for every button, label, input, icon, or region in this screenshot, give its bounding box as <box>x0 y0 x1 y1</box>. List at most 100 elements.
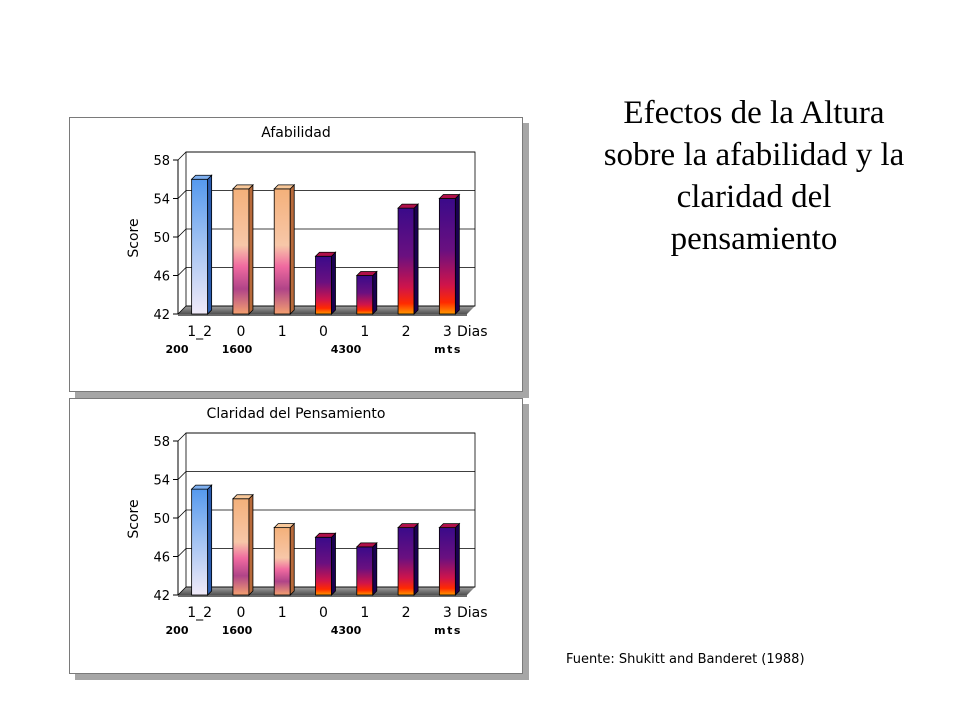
y-tick-label: 58 <box>153 154 170 169</box>
bar-top <box>397 203 420 209</box>
bar-side <box>372 541 378 596</box>
gridline-side <box>177 190 187 199</box>
chart-floor-front <box>178 595 467 597</box>
bar <box>273 188 291 315</box>
x-tick-label: 2 <box>402 605 411 621</box>
x-tick-label: 1 <box>278 324 287 340</box>
x-tick-label: 1_2 <box>187 605 212 621</box>
y-tick-label: 54 <box>153 193 170 208</box>
bar <box>232 188 250 315</box>
bar <box>356 546 374 596</box>
gridline-side <box>177 471 187 480</box>
bar-side <box>413 522 419 596</box>
y-tick-label: 42 <box>153 589 170 604</box>
bar-side <box>331 532 336 596</box>
group-label: 200 <box>166 624 189 637</box>
chart-claridad-svg: Claridad del Pensamiento 42 46 50 54 58 Score 1… <box>126 406 488 637</box>
y-tick-label: 42 <box>153 308 170 323</box>
bar-top <box>231 184 254 190</box>
gridline-side <box>177 432 187 442</box>
bar-top <box>438 523 461 529</box>
chart-afabilidad-svg: Afabilidad 42 46 50 54 58 Score 1_2 0 1 0 1 2 3 Dias 20… <box>126 125 488 356</box>
x-tick-label: 1 <box>278 605 287 621</box>
bar <box>191 178 209 315</box>
chart-claridad-del-pensamiento: Claridad del Pensamiento 42 46 50 54 58 Score 1… <box>69 398 523 674</box>
bar-side <box>248 183 254 315</box>
group-label: mts <box>434 343 462 356</box>
y-axis-label: Score <box>126 218 142 257</box>
bar <box>397 527 415 596</box>
x-tick-label: 1 <box>360 605 369 621</box>
bar-top <box>355 271 378 276</box>
bar <box>315 255 332 315</box>
group-label: 1600 <box>222 624 253 637</box>
slide-title-line: claridad del <box>676 179 832 215</box>
y-axis-label: Score <box>126 499 142 538</box>
chart-title: Afabilidad <box>261 125 331 141</box>
bar-side <box>248 493 254 596</box>
x-tick-label: 0 <box>236 605 245 621</box>
bar <box>356 275 374 315</box>
bar-side <box>372 270 378 315</box>
bar <box>191 488 209 596</box>
y-tick-label: 50 <box>153 512 170 527</box>
bar-top <box>314 251 337 257</box>
y-tick-label: 46 <box>153 270 170 285</box>
x-tick-label: 0 <box>319 605 328 621</box>
gridline-side <box>177 305 187 315</box>
x-axis-label: Dias <box>457 324 488 340</box>
bar <box>438 198 456 315</box>
x-tick-label: 2 <box>402 324 411 340</box>
bar <box>232 498 250 596</box>
bar <box>273 527 291 596</box>
group-label: 200 <box>166 343 189 356</box>
x-tick-label: 1_2 <box>187 324 212 340</box>
gridline-side <box>177 586 187 596</box>
y-tick-label: 50 <box>153 231 170 246</box>
gridline-side <box>177 509 187 519</box>
gridline-side <box>177 228 187 238</box>
x-tick-label: 3 <box>443 324 452 340</box>
bar-side <box>331 251 336 315</box>
x-axis-label: Dias <box>457 605 488 621</box>
bar-top <box>190 484 213 490</box>
bar-side <box>454 522 460 596</box>
y-tick-label: 54 <box>153 474 170 489</box>
x-tick-label: 3 <box>443 605 452 621</box>
group-label: 4300 <box>331 343 362 356</box>
bar <box>397 207 415 315</box>
chart-title: Claridad del Pensamiento <box>207 406 386 422</box>
bar <box>438 527 456 596</box>
gridline-side <box>177 267 187 276</box>
x-tick-label: 1 <box>360 324 369 340</box>
bar-side <box>207 174 213 315</box>
bar-top <box>273 184 296 190</box>
bar-side <box>454 193 460 315</box>
slide-title: Efectos de la Altura sobre la afabilidad… <box>548 92 960 260</box>
slide-title-line: pensamiento <box>670 221 838 257</box>
bar-side <box>207 484 213 596</box>
bar-top <box>231 494 254 500</box>
group-label: 4300 <box>331 624 362 637</box>
bar-top <box>397 523 420 529</box>
chart-afabilidad: Afabilidad 42 46 50 54 58 Score 1_2 0 1 0 1 2 3 Dias 20… <box>69 117 523 392</box>
x-tick-label: 0 <box>319 324 328 340</box>
gridline-side <box>177 151 187 161</box>
chart-floor-front <box>178 314 467 316</box>
slide-title-line: sobre la afabilidad y la <box>603 137 905 173</box>
bar-top <box>438 194 461 199</box>
source-citation: Fuente: Shukitt and Banderet (1988) <box>566 652 805 667</box>
slide-title-line: Efectos de la Altura <box>623 95 885 131</box>
y-tick-label: 58 <box>153 435 170 450</box>
group-label: mts <box>434 624 462 637</box>
gridline-side <box>177 548 187 557</box>
bar-side <box>289 522 295 596</box>
bar-top <box>355 542 378 548</box>
bar <box>315 536 332 596</box>
y-tick-label: 46 <box>153 551 170 566</box>
group-label: 1600 <box>222 343 253 356</box>
bar-side <box>289 183 295 315</box>
bar-top <box>273 523 296 529</box>
x-tick-label: 0 <box>236 324 245 340</box>
bar-top <box>314 532 337 538</box>
